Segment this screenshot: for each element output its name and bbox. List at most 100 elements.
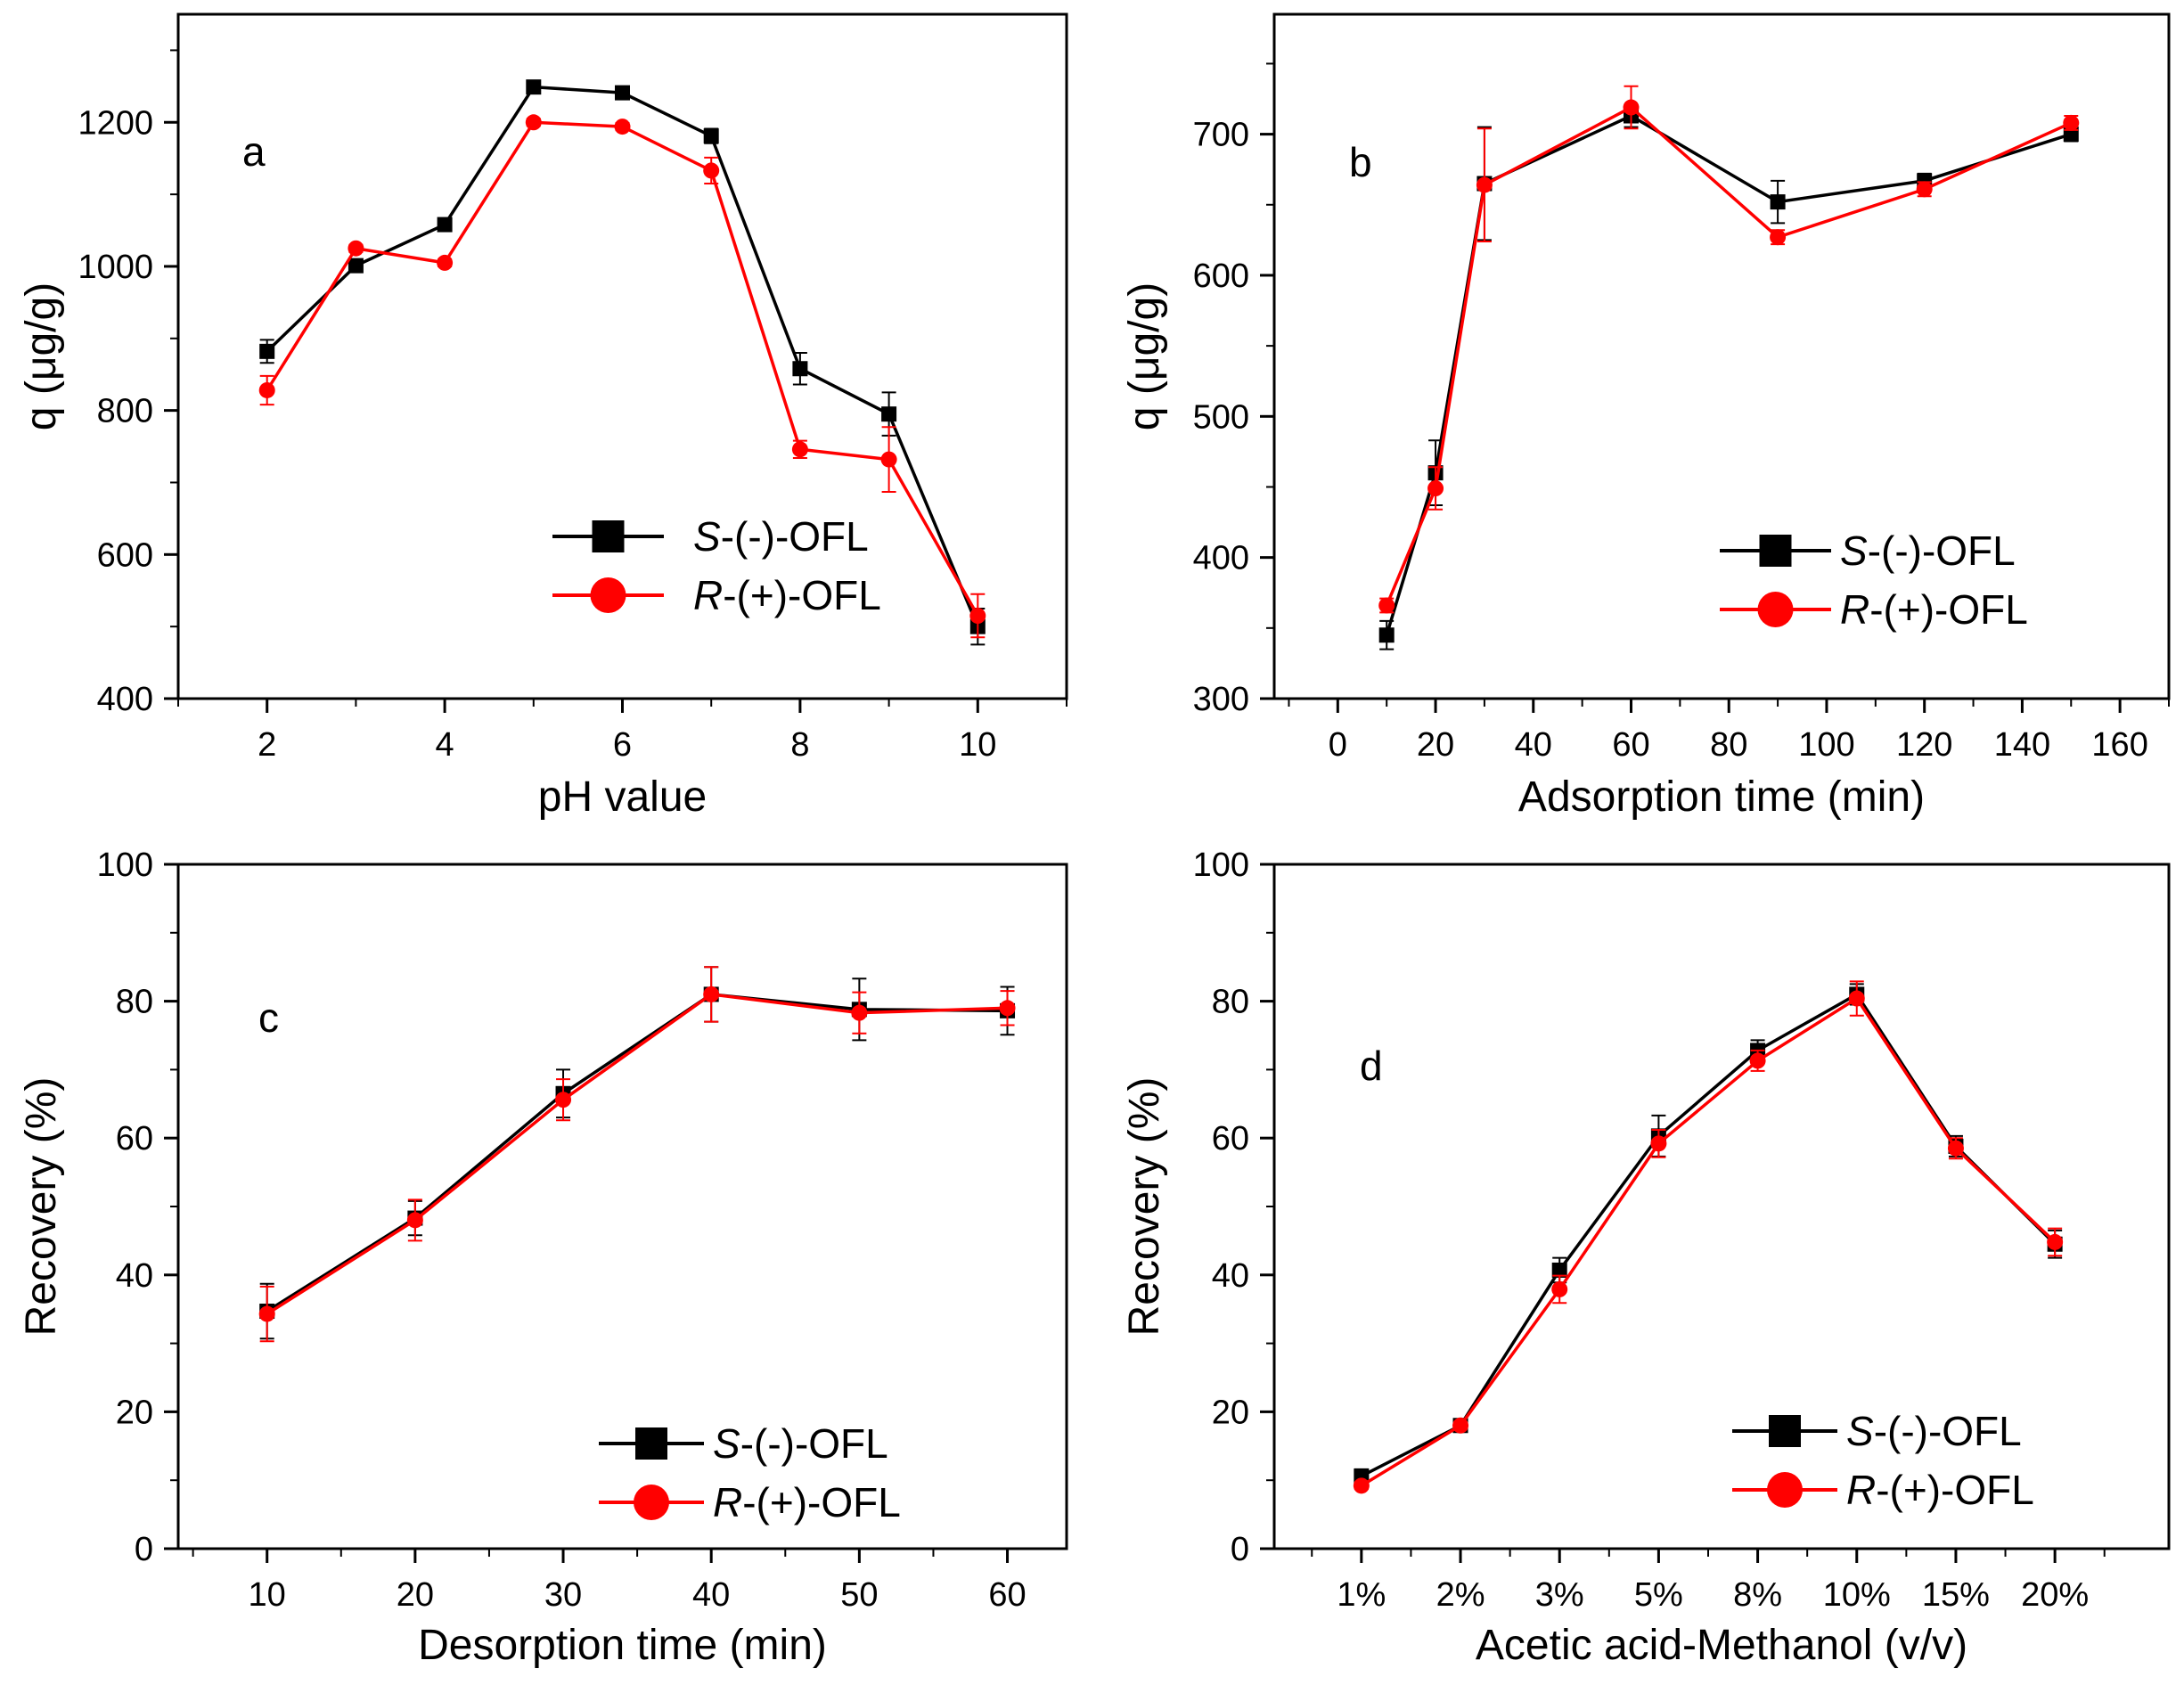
y-tick-label: 60	[116, 1120, 153, 1157]
legend-label-rest: -(-)-OFL	[740, 1420, 888, 1467]
data-point	[1650, 1135, 1667, 1152]
data-point	[1770, 229, 1787, 246]
series-line	[266, 993, 1008, 1313]
chart-panel-c: 0 20 40 60 80 100 10 20 30 40 50 60 Desorption time …	[18, 847, 1068, 1669]
legend: S-(-)-OFL R-(+)-OFL	[1720, 528, 2028, 633]
x-tick-label: 6	[613, 726, 632, 764]
plot-frame	[1272, 12, 2171, 700]
legend-label-italic: S	[713, 1420, 740, 1467]
legend-label-italic: R	[1846, 1467, 1876, 1513]
data-point	[999, 1000, 1016, 1017]
x-tick-label: 160	[2091, 726, 2147, 764]
x-tick-label: 50	[840, 1576, 878, 1614]
x-tick-label: 2%	[1436, 1576, 1485, 1614]
y-tick-label: 80	[116, 984, 153, 1021]
legend-label-rest: -(+)-OFL	[1869, 586, 2028, 633]
data-point	[791, 441, 808, 458]
data-point	[1770, 194, 1786, 210]
legend-marker-circle	[590, 577, 626, 613]
legend: S-(-)-OFL R-(+)-OFL	[552, 513, 881, 618]
legend-marker-circle	[1757, 592, 1794, 627]
legend-marker-circle	[634, 1485, 669, 1520]
plot-frame	[1272, 863, 2171, 1550]
data-point	[1551, 1262, 1567, 1278]
legend-label: R-(+)-OFL	[693, 572, 881, 618]
data-point	[614, 119, 631, 135]
legend-marker-circle	[1767, 1472, 1803, 1508]
legend-marker-square	[1759, 535, 1792, 567]
data-point	[526, 79, 542, 95]
x-tick-label: 15%	[1922, 1576, 1990, 1614]
y-tick-label: 700	[1193, 117, 1249, 154]
x-tick-label: 8%	[1733, 1576, 1782, 1614]
y-tick-label: 0	[1231, 1531, 1249, 1568]
data-point	[969, 608, 986, 625]
y-tick-label: 800	[97, 393, 153, 430]
chart-panel-d: 0 20 40 60 80 100 1% 2% 3% 5% 8% 10% 15% 20% Acetic ac…	[1121, 847, 2171, 1669]
x-tick-label: 20	[397, 1576, 434, 1614]
legend-label-italic: R	[713, 1479, 742, 1525]
legend-label-italic: S	[693, 513, 721, 560]
data-point	[615, 85, 630, 101]
panel-label: c	[258, 994, 279, 1041]
x-tick-label: 0	[1329, 726, 1347, 764]
y-tick-label: 300	[1193, 681, 1249, 718]
data-point	[703, 128, 719, 144]
x-tick-label: 30	[544, 1576, 582, 1614]
y-tick-label: 80	[1212, 984, 1249, 1021]
legend-label-rest: -(-)-OFL	[1874, 1408, 2022, 1454]
series-line	[266, 993, 1008, 1316]
legend-label-rest: -(+)-OFL	[723, 572, 881, 618]
data-point	[1749, 1052, 1766, 1069]
x-tick-label: 40	[1515, 726, 1552, 764]
legend-label-rest: -(-)-OFL	[721, 513, 869, 560]
x-tick-label: 20%	[2021, 1576, 2089, 1614]
data-point	[258, 1305, 275, 1322]
y-tick-label: 1200	[78, 104, 153, 142]
plot-frame	[176, 863, 1068, 1550]
data-point	[880, 451, 897, 468]
panel-label: b	[1349, 139, 1372, 185]
series-r-ofl	[258, 114, 986, 639]
data-point	[2047, 1233, 2064, 1250]
x-tick-label: 100	[1798, 726, 1854, 764]
y-tick-label: 400	[1193, 540, 1249, 577]
data-point	[437, 217, 453, 233]
data-point	[1848, 990, 1865, 1007]
data-point	[1378, 627, 1395, 643]
panel-label: a	[242, 128, 266, 175]
data-point	[1916, 181, 1933, 198]
legend-marker-square	[1769, 1415, 1801, 1447]
data-point	[1947, 1140, 1964, 1157]
series-line	[1360, 996, 2057, 1487]
legend-label-italic: S	[1846, 1408, 1874, 1454]
legend-marker-square	[635, 1427, 667, 1460]
x-tick-label: 2	[258, 726, 276, 764]
x-tick-label: 10	[959, 726, 996, 764]
data-point	[1476, 176, 1493, 193]
data-point	[1623, 99, 1640, 116]
y-axis-title: Recovery (%)	[1121, 1077, 1168, 1337]
chart-panel-a: 400 600 800 1000 1200 2 4 6 8 10 pH value q (μg/g) a…	[18, 12, 1068, 821]
legend-label: S-(-)-OFL	[1840, 528, 2016, 574]
x-tick-label: 40	[692, 1576, 730, 1614]
legend-label-rest: -(+)-OFL	[742, 1479, 901, 1525]
data-point	[703, 162, 720, 179]
legend: S-(-)-OFL R-(+)-OFL	[599, 1420, 901, 1525]
x-tick-label: 60	[1612, 726, 1649, 764]
data-point	[1551, 1280, 1568, 1297]
legend-label-italic: R	[693, 572, 723, 618]
data-point	[881, 406, 897, 422]
data-point	[1427, 480, 1444, 497]
data-point	[555, 1092, 572, 1108]
legend-label: S-(-)-OFL	[1846, 1408, 2022, 1454]
x-axis-title: Desorption time (min)	[418, 1622, 827, 1669]
y-tick-label: 400	[97, 681, 153, 718]
y-tick-label: 600	[1193, 258, 1249, 295]
data-point	[259, 343, 275, 359]
series-r-ofl	[1353, 980, 2064, 1494]
y-axis-title: Recovery (%)	[18, 1077, 65, 1337]
x-tick-label: 10	[249, 1576, 286, 1614]
y-tick-label: 60	[1212, 1120, 1249, 1157]
